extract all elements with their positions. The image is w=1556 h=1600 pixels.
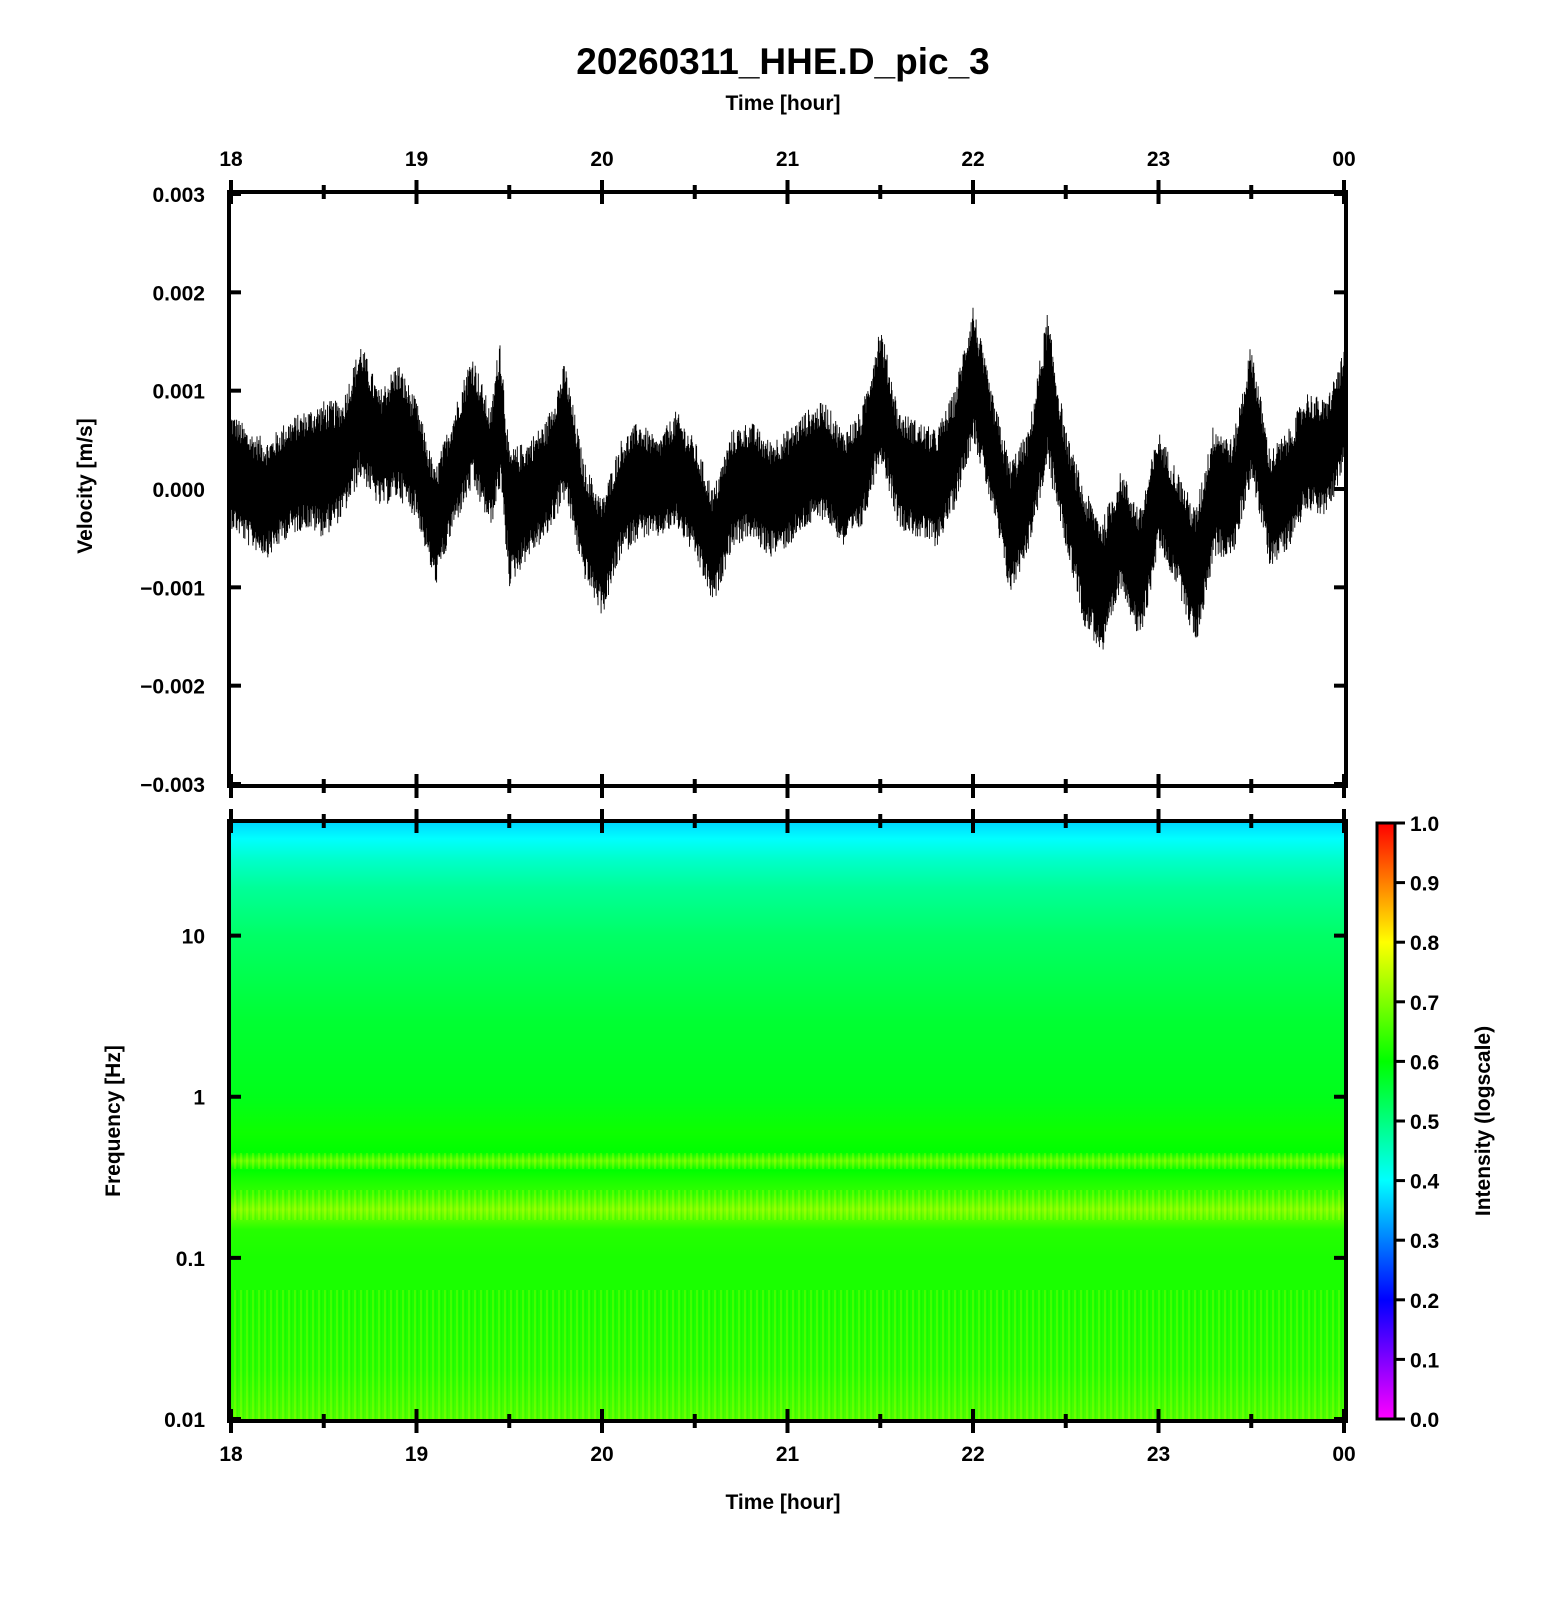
frequency-tick-label: 0.01 <box>164 1409 205 1432</box>
colorbar-tick-label: 0.2 <box>1410 1290 1439 1313</box>
bottom-x-tick-label: 22 <box>961 1443 984 1466</box>
velocity-tick-label: −0.001 <box>140 577 205 600</box>
velocity-tick-label: 0.001 <box>152 381 205 404</box>
spectrogram-band-0p2hz <box>231 1190 1344 1220</box>
bottom-x-tick-label: 23 <box>1147 1443 1170 1466</box>
frequency-y-tick-labels: 10 1 0.1 0.01 <box>164 926 205 1432</box>
frequency-axis-title: Frequency [Hz] <box>102 1045 125 1197</box>
top-x-tick-label: 23 <box>1147 148 1170 171</box>
velocity-tick-label: −0.003 <box>140 774 205 797</box>
velocity-tick-label: −0.002 <box>140 676 205 699</box>
colorbar-tick-label: 0.1 <box>1410 1349 1440 1372</box>
colorbar-tick-label: 1.0 <box>1410 813 1439 836</box>
velocity-tick-label: 0.003 <box>152 184 205 207</box>
colorbar-title: Intensity (logscale) <box>1472 1026 1495 1216</box>
top-x-tick-label: 20 <box>590 148 613 171</box>
velocity-axis-title: Velocity [m/s] <box>74 418 97 553</box>
spectrogram-low-freq-texture <box>231 1290 1344 1419</box>
top-x-axis-title: Time [hour] <box>725 92 840 115</box>
bottom-x-tick-label: 00 <box>1332 1443 1355 1466</box>
colorbar-tick-label: 0.6 <box>1410 1051 1439 1074</box>
top-x-tick-label: 19 <box>405 148 428 171</box>
velocity-tick-label: 0.000 <box>152 479 205 502</box>
colorbar-gradient <box>1375 821 1397 1421</box>
bottom-x-tick-label: 19 <box>405 1443 428 1466</box>
colorbar: 0.0 0.1 0.2 0.3 0.4 0.5 0.6 0.7 0.8 0.9 1.0 Intens… <box>1375 813 1495 1432</box>
top-x-tick-label: 18 <box>219 148 243 171</box>
colorbar-tick-label: 0.0 <box>1410 1409 1439 1432</box>
colorbar-tick-label: 0.7 <box>1410 992 1439 1015</box>
seismogram-frame <box>227 190 1348 788</box>
frequency-tick-label: 1 <box>193 1087 205 1110</box>
frequency-tick-label: 0.1 <box>176 1248 206 1271</box>
top-x-tick-label: 00 <box>1332 148 1355 171</box>
colorbar-tick-label: 0.9 <box>1410 873 1439 896</box>
chart-title: 20260311_HHE.D_pic_3 <box>576 41 989 82</box>
bottom-x-tick-label: 21 <box>776 1443 800 1466</box>
spectrogram-panel: 10 1 0.1 0.01 Frequency [Hz] <box>102 809 1348 1433</box>
colorbar-tick-label: 0.5 <box>1410 1111 1440 1134</box>
top-x-tick-label: 21 <box>776 148 800 171</box>
colorbar-tick-label: 0.3 <box>1410 1230 1439 1253</box>
top-x-tick-labels: 18 19 20 21 22 23 00 <box>219 148 1355 171</box>
velocity-tick-label: 0.002 <box>152 282 205 305</box>
colorbar-tick-label: 0.4 <box>1410 1171 1440 1194</box>
spectrogram-band-0p4hz <box>231 1153 1344 1169</box>
bottom-x-tick-label: 20 <box>590 1443 613 1466</box>
spectrogram-frame <box>227 819 1348 1423</box>
colorbar-tick-labels: 0.0 0.1 0.2 0.3 0.4 0.5 0.6 0.7 0.8 0.9 1.0 <box>1395 813 1440 1432</box>
velocity-y-tick-labels: 0.003 0.002 0.001 0.000 −0.001 −0.002 −0.003 <box>140 184 205 797</box>
velocity-trace <box>230 307 1345 650</box>
bottom-x-axis-title: Time [hour] <box>725 1491 840 1514</box>
bottom-x-tick-label: 18 <box>219 1443 243 1466</box>
seismogram-panel: 0.003 0.002 0.001 0.000 −0.001 −0.002 −0.003 V… <box>74 180 1348 798</box>
bottom-x-tick-labels: 18 19 20 21 22 23 00 <box>219 1443 1355 1466</box>
frequency-tick-label: 10 <box>182 926 205 949</box>
top-x-tick-label: 22 <box>961 148 984 171</box>
colorbar-tick-label: 0.8 <box>1410 932 1440 955</box>
